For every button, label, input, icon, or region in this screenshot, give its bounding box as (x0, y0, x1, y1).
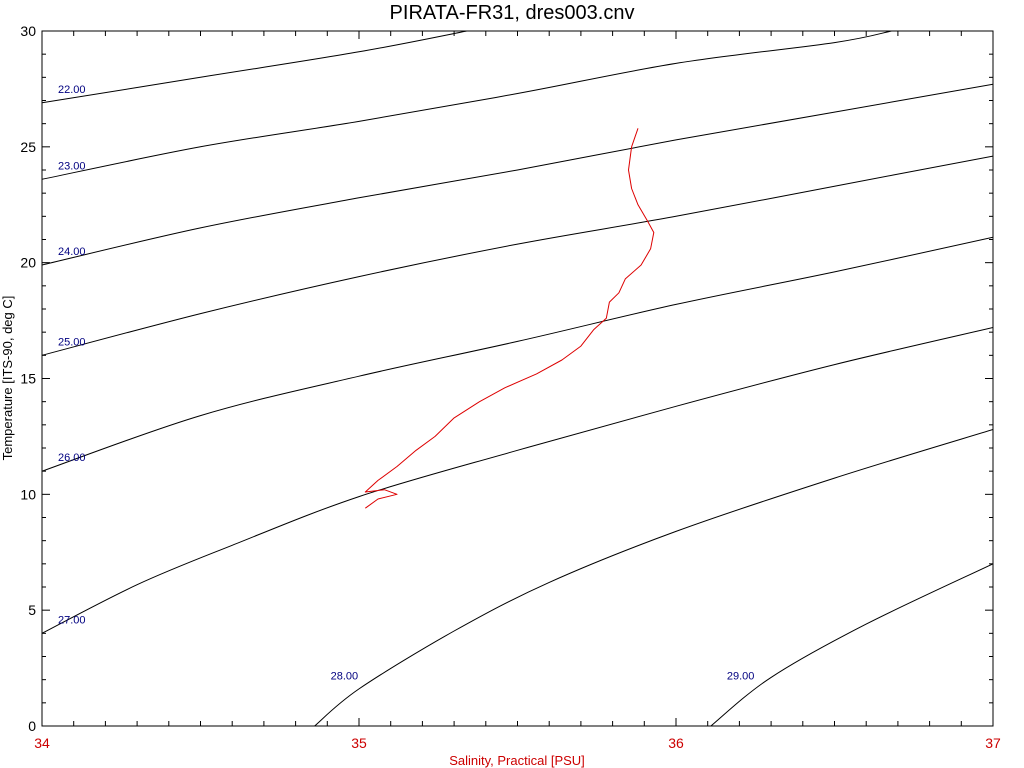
x-tick-label: 34 (34, 735, 50, 751)
y-tick-label: 25 (20, 139, 36, 155)
y-tick-label: 5 (28, 602, 36, 618)
isopycnal-line (42, 155, 993, 356)
isopycnal-labels: 22.00 23.00 24.00 25.00 26.00 27.00 28.00 29.00 (58, 84, 754, 683)
x-tick-label: 37 (985, 735, 1001, 751)
y-tick-label: 0 (28, 718, 36, 734)
isopycnal-line (314, 429, 993, 726)
temperature-salinity-profile (364, 128, 655, 509)
isopycnal-line (42, 236, 993, 472)
y-axis-label: Temperature [ITS-90, deg C] (0, 296, 15, 461)
isopycnal-label: 29.00 (727, 671, 755, 683)
isopycnal-label: 28.00 (331, 671, 359, 683)
axes: 0 5 10 15 20 25 30 34 35 36 37 (20, 23, 1001, 751)
isopycnal-line (42, 327, 993, 634)
y-tick-label: 20 (20, 255, 36, 271)
y-tick-label: 30 (20, 23, 36, 39)
isopycnal-line (42, 83, 993, 266)
isopycnal-line (42, 31, 467, 104)
isopycnal-label: 25.00 (58, 336, 86, 348)
x-tick-label: 35 (351, 735, 367, 751)
profile-series (364, 128, 655, 509)
isopycnal-label: 23.00 (58, 160, 86, 172)
x-tick-label: 36 (668, 735, 684, 751)
isopycnal-line (710, 563, 993, 726)
isopycnal-label: 26.00 (58, 452, 86, 464)
isopycnal-line (42, 31, 892, 180)
isopycnal-lines (42, 31, 993, 726)
y-tick-label: 10 (20, 486, 36, 502)
plot-frame (41, 30, 994, 727)
x-axis-label: Salinity, Practical [PSU] (449, 753, 585, 768)
isopycnal-label: 24.00 (58, 246, 86, 258)
plot-border (41, 30, 994, 727)
y-tick-label: 15 (20, 371, 36, 387)
chart-title: PIRATA-FR31, dres003.cnv (390, 2, 635, 24)
isopycnal-label: 22.00 (58, 84, 86, 96)
isopycnal-label: 27.00 (58, 614, 86, 626)
